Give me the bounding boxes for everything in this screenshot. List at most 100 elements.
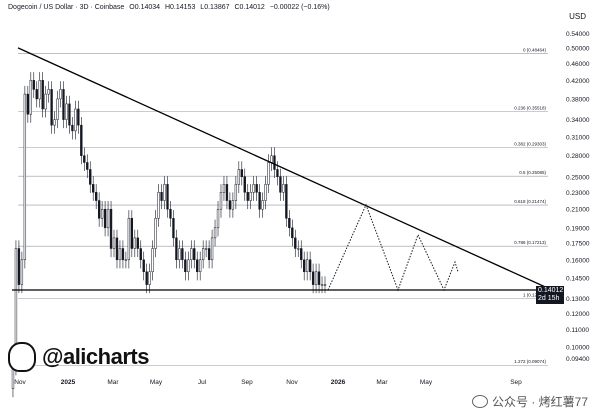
candle-body [193,248,196,261]
candle-body [181,248,184,261]
candle-body [175,237,178,261]
x-tick-label: Nov [286,379,298,386]
resistance-line [17,47,553,291]
candle-body [74,108,77,132]
candle-body [163,184,166,201]
candle-body [285,184,288,219]
candle-body [199,259,202,273]
fib-label: 1.272 (0.09074) [514,359,546,364]
candle-body [184,259,187,273]
candle-body [305,259,309,273]
x-tick-label: Mar [107,379,119,386]
candle-body [273,155,276,170]
last-price-countdown: 2d 15h [538,295,560,302]
candle-body [314,271,318,285]
candle-body [300,248,303,261]
x-tick-label: Jul [198,379,207,386]
candle-body [124,259,128,261]
y-tick-label: 0.34000 [566,117,590,124]
candle-body [317,271,321,285]
brand-handle: @alicharts [42,344,149,369]
fib-levels: 0 (0.48464) 0.236 (0.35518) 0.382 (0.29303… [18,48,548,366]
candle-body [297,248,300,250]
candle-body [166,184,169,210]
y-tick-label: 0.38000 [566,96,590,103]
candle-body [243,176,246,193]
candle-body [133,237,136,249]
candle-body [97,200,101,219]
candle-body [53,119,56,126]
candle-body [240,169,243,178]
candle-body [38,80,41,100]
candle-body [288,218,291,229]
ohlc-high: H0.14153 [164,4,196,11]
fib-label: 1 (0.12984) [523,293,547,298]
candle-body [115,237,119,261]
y-tick-label: 0.14500 [566,276,590,283]
y-tick-label: 0.42000 [566,78,590,85]
candle-body [130,218,134,249]
candle-body [59,89,62,100]
candle-body [20,259,24,285]
y-tick-label: 0.54000 [566,31,590,38]
candle-body [29,80,32,115]
candle-body [279,176,282,193]
candle-body [207,248,211,261]
y-tick-label: 0.19000 [566,225,590,232]
projection-path [327,203,459,292]
candle-body [178,248,181,261]
candle-body [100,208,104,219]
y-tick-label: 0.10000 [566,345,590,352]
candle-body [35,89,38,100]
candle-body [106,208,110,229]
candle-body [142,259,145,273]
candle-body [264,184,267,201]
candle-body [249,192,252,201]
last-price-tag: 0.14012 2d 15h [536,286,564,304]
candle-body [270,155,273,163]
x-tick-label: Nov [14,379,26,386]
candle-body [291,227,294,239]
wechat-icon [471,395,488,408]
ohlc-open: O0.14034 [129,4,161,11]
ohlc-change: −0.00022 (−0.16%) [269,4,330,11]
candle-body [47,89,50,95]
candle-body [50,89,53,126]
candle-body [255,184,258,193]
candle-body [201,248,205,261]
candle-body [109,208,113,249]
candle-body [41,80,44,110]
candle-body [320,284,324,286]
candle-body [222,184,226,193]
candle-body [139,248,142,261]
trendlines [12,47,553,291]
candle-body [246,192,249,201]
candle-body [62,89,65,120]
candle-body [267,162,270,185]
y-tick-label: 0.50000 [566,45,590,52]
y-tick-label: 0.31000 [566,134,590,141]
candle-body [210,237,214,261]
candle-body [231,200,235,210]
candles [11,72,327,398]
y-tick-label: 0.16000 [566,257,590,264]
fib-label: 0.5 (0.25085) [519,170,546,175]
candle-body [196,259,199,273]
fib-label: 0.786 (0.17213) [514,240,546,245]
candle-body [228,200,232,210]
candle-body [160,192,163,201]
candle-body [65,103,68,120]
candle-body [258,192,261,210]
candle-body [80,124,83,156]
watermark: 公众号 · 烤红薯77 [471,393,588,410]
candle-body [172,218,175,239]
candle-body [121,248,125,261]
y-tick-label: 0.17500 [566,241,590,248]
y-tick-label: 0.23000 [566,190,590,197]
x-tick-label: May [150,379,163,386]
candle-body [71,124,74,132]
last-price-value: 0.14012 [538,287,564,294]
candle-body [127,218,131,261]
candle-body [151,248,154,273]
